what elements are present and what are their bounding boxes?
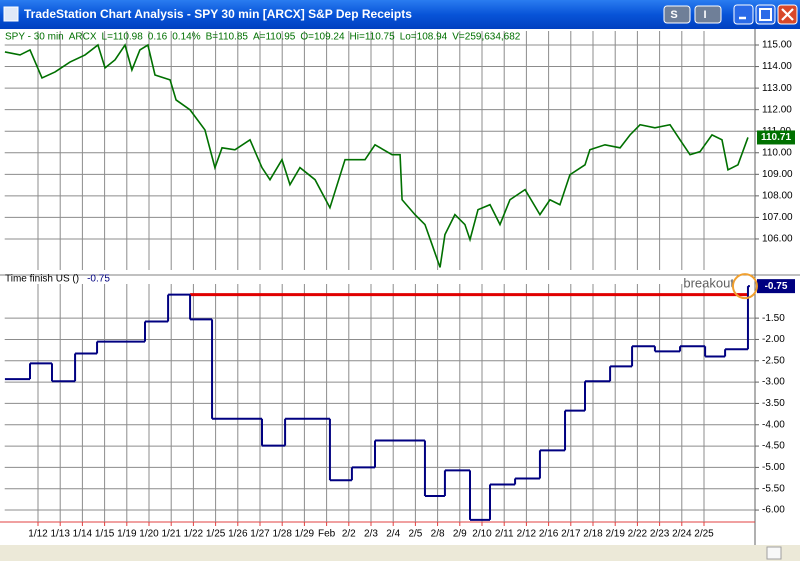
y-tick-label: -4.50 <box>762 441 785 452</box>
quote-field: 0.16 <box>148 32 168 43</box>
quote-field: SPY - 30 min <box>5 32 64 43</box>
i-button[interactable] <box>694 5 722 24</box>
y-tick-label: -3.50 <box>762 398 785 409</box>
x-tick-label: 2/9 <box>453 529 467 540</box>
x-tick-label: 1/12 <box>28 529 48 540</box>
x-tick-label: 1/27 <box>250 529 270 540</box>
y-tick-label: 112.00 <box>762 104 792 115</box>
y-tick-label: 108.00 <box>762 191 793 202</box>
quote-field: Hi=110.75 <box>350 32 396 43</box>
y-tick-label: 109.00 <box>762 169 793 180</box>
y-tick-label: -5.50 <box>762 483 785 494</box>
x-tick-label: 2/12 <box>517 529 537 540</box>
x-tick-label: 2/23 <box>650 529 670 540</box>
quote-field: V=259,634,682 <box>452 32 521 43</box>
x-tick-label: 2/25 <box>694 529 714 540</box>
x-tick-label: 2/17 <box>561 529 581 540</box>
s-button[interactable] <box>663 5 691 24</box>
indicator-value: -0.75 <box>87 274 110 285</box>
y-tick-label: -5.00 <box>762 462 785 473</box>
x-tick-label: 2/5 <box>408 529 422 540</box>
i-button-label[interactable]: I <box>703 9 706 21</box>
y-tick-label: -2.50 <box>762 355 785 366</box>
y-tick-label: 115.00 <box>762 40 792 51</box>
x-tick-label: 2/24 <box>672 529 692 540</box>
close-icon <box>781 8 794 21</box>
quote-field: B=110.85 <box>206 32 249 43</box>
x-tick-label: 1/21 <box>161 529 181 540</box>
x-tick-label: 2/19 <box>605 529 625 540</box>
x-tick-label: 1/19 <box>117 529 137 540</box>
x-tick-label: Feb <box>318 529 336 540</box>
quote-field: 0.14% <box>172 32 200 43</box>
x-tick-label: 2/2 <box>342 529 356 540</box>
y-tick-label: 110.00 <box>762 147 792 158</box>
quote-field: L=110.98 <box>102 32 144 43</box>
quote-field: O=109.24 <box>300 32 345 43</box>
price-line <box>4 43 749 268</box>
x-tick-label: 2/11 <box>495 529 514 540</box>
x-tick-label: 1/15 <box>95 529 115 540</box>
x-tick-label: 2/16 <box>539 529 559 540</box>
indicator-name: Time finish US () <box>5 274 79 285</box>
y-tick-label: -3.00 <box>762 377 785 388</box>
x-tick-label: 2/4 <box>386 529 400 540</box>
highlight-circle <box>731 273 758 300</box>
x-tick-label: 1/29 <box>295 529 315 540</box>
x-tick-label: 2/8 <box>431 529 445 540</box>
x-tick-label: 1/13 <box>50 529 70 540</box>
last-value-box <box>757 279 795 294</box>
x-tick-label: 1/20 <box>139 529 159 540</box>
quote-field: Lo=108.94 <box>400 32 448 43</box>
x-tick-label: 2/10 <box>472 529 492 540</box>
scrollbar[interactable] <box>0 545 800 561</box>
annotation: breakout <box>683 276 734 291</box>
y-tick-label: 106.00 <box>762 234 793 245</box>
last-price-label: 110.71 <box>761 132 791 143</box>
scroll-button[interactable] <box>766 546 782 560</box>
quote-field: ARCX <box>69 32 97 43</box>
app-icon <box>3 6 19 22</box>
last-price-box <box>757 130 795 145</box>
x-tick-label: 2/22 <box>628 529 648 540</box>
x-tick-label: 1/25 <box>206 529 226 540</box>
last-value-label: -0.75 <box>765 281 788 292</box>
maximize-button[interactable] <box>755 4 776 25</box>
x-tick-label: 1/14 <box>73 529 93 540</box>
window-title: TradeStation Chart Analysis - SPY 30 min… <box>24 7 412 21</box>
maximize-icon <box>759 8 772 21</box>
quote-field: A=110.95 <box>253 32 296 43</box>
y-tick-label: 114.00 <box>762 61 792 72</box>
minimize-button[interactable] <box>733 4 754 25</box>
x-tick-label: 1/28 <box>272 529 292 540</box>
x-tick-label: 1/22 <box>184 529 204 540</box>
y-tick-label: -6.00 <box>762 505 785 516</box>
x-tick-label: 2/3 <box>364 529 378 540</box>
y-tick-label: -2.00 <box>762 334 785 345</box>
y-tick-label: 113.00 <box>762 83 792 94</box>
y-tick-label: 107.00 <box>762 212 793 223</box>
x-tick-label: 1/26 <box>228 529 248 540</box>
s-button-label[interactable]: S <box>670 9 677 21</box>
x-tick-label: 2/18 <box>583 529 603 540</box>
y-tick-label: -4.00 <box>762 419 785 430</box>
y-tick-label: -1.50 <box>762 313 785 324</box>
